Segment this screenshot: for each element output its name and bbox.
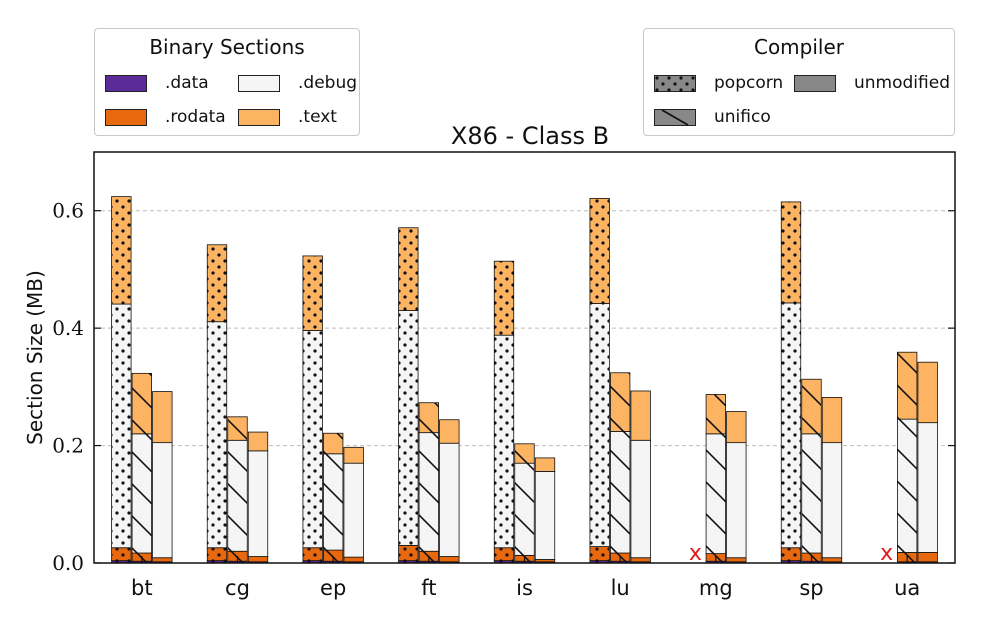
bar-unmodified-cg-rodata: [247, 556, 269, 563]
hatch-popcorn-is: [494, 261, 514, 563]
legend-label-data: .data: [165, 73, 209, 93]
bar-unmodified-lu-debug: [630, 439, 651, 559]
bar-unmodified-sp-text: [821, 397, 843, 444]
legend-binary-sections: Binary Sections .data .debug .rodata .te…: [94, 28, 360, 136]
bar-unmodified-ua-debug: [917, 422, 938, 553]
bar-unmodified-cg-text: [247, 431, 269, 452]
x-tick-label-is: is: [516, 576, 533, 600]
hatch-unifico-is: [514, 443, 535, 563]
legend-item-text: .text: [238, 107, 337, 127]
bar-unmodified-is-text: [534, 457, 556, 472]
hatch-popcorn-lu: [589, 198, 610, 564]
legend-label-unmodified: unmodified: [854, 73, 950, 93]
swatch-text: [238, 108, 280, 126]
swatch-unmodified: [794, 74, 836, 92]
legend-label-debug: .debug: [298, 73, 358, 93]
swatch-unifico: [654, 108, 696, 126]
chart-title: X86 - Class B: [450, 122, 610, 150]
bar-unmodified-sp-debug: [821, 442, 843, 559]
legend-item-data: .data: [105, 73, 209, 93]
hatch-unifico-bt: [132, 373, 152, 563]
hatch-unifico-lu: [610, 372, 630, 563]
bar-unmodified-ft-debug: [439, 442, 460, 557]
hatch-unifico-ep: [323, 433, 343, 563]
bar-unmodified-ep-rodata: [343, 556, 364, 563]
x-tick-label-ep: ep: [320, 576, 346, 600]
bar-unmodified-mg-debug: [726, 442, 747, 559]
legend-item-unmodified: unmodified: [794, 73, 950, 93]
x-tick-label-ua: ua: [894, 576, 920, 600]
hatch-unifico-ua: [897, 352, 917, 563]
swatch-popcorn: [654, 74, 696, 92]
legend-sections-title: Binary Sections: [149, 35, 305, 59]
hatch-popcorn-ep: [302, 255, 323, 563]
y-tick-label-0: 0.0: [52, 551, 84, 575]
swatch-debug: [238, 74, 280, 92]
x-tick-label-sp: sp: [799, 576, 823, 600]
hatch-popcorn-ft: [398, 227, 419, 563]
hatch-popcorn-sp: [781, 201, 801, 563]
axes: 0.0 0.2 0.4 0.6 Section Size (MB) bt cg ep ft is l…: [23, 151, 956, 600]
legend-compiler-title: Compiler: [753, 35, 845, 59]
bar-unmodified-mg-rodata: [726, 557, 747, 563]
legend-item-popcorn: popcorn: [654, 73, 783, 93]
legend-label-popcorn: popcorn: [714, 73, 784, 93]
bar-unmodified-is-debug: [534, 471, 556, 560]
hatch-popcorn-cg: [207, 244, 227, 564]
legend-item-rodata: .rodata: [105, 107, 226, 127]
x-tick-label-cg: cg: [225, 576, 250, 600]
legend-item-debug: .debug: [238, 73, 357, 93]
bar-unmodified-ep-text: [343, 446, 364, 464]
swatch-data: [105, 74, 147, 92]
legend-item-unifico: unifico: [654, 107, 771, 127]
x-tick-label-mg: mg: [699, 576, 733, 600]
hatch-unifico-sp: [801, 379, 822, 563]
legend-label-unifico: unifico: [714, 107, 771, 127]
y-tick-label-2: 0.4: [52, 316, 84, 340]
legend-compiler: Compiler popcorn unmodified unifico: [643, 28, 955, 136]
x-tick-label-ft: ft: [421, 576, 436, 600]
bar-unmodified-ua-rodata: [917, 552, 938, 563]
hatch-unifico-mg: [706, 394, 726, 563]
bar-unmodified-mg-text: [726, 411, 747, 444]
hatch-unifico-cg: [227, 416, 248, 563]
missing-marker-popcorn-ua: x: [880, 541, 893, 566]
bar-unmodified-ua-text: [917, 361, 938, 424]
hatch-unifico-ft: [419, 402, 439, 563]
bar-unmodified-ep-debug: [343, 462, 364, 558]
swatch-rodata: [105, 108, 147, 126]
bar-unmodified-cg-debug: [247, 450, 269, 557]
missing-marker-popcorn-mg: x: [689, 541, 702, 566]
bar-unmodified-sp-rodata: [821, 557, 843, 563]
x-tick-label-bt: bt: [131, 576, 153, 600]
x-tick-label-lu: lu: [611, 576, 630, 600]
bar-unmodified-bt-text: [152, 391, 173, 444]
bar-unmodified-ft-rodata: [439, 556, 460, 563]
legend-label-rodata: .rodata: [165, 107, 226, 127]
bar-unmodified-lu-text: [630, 390, 651, 441]
bar-unmodified-bt-rodata: [152, 557, 173, 563]
y-tick-label-3: 0.6: [52, 199, 84, 223]
y-tick-label-1: 0.2: [52, 434, 84, 458]
legend-label-text: .text: [298, 107, 337, 127]
hatch-popcorn-bt: [111, 196, 132, 563]
bar-unmodified-ft-text: [439, 419, 460, 444]
bar-unmodified-lu-rodata: [630, 557, 651, 563]
bar-unmodified-bt-debug: [152, 442, 173, 559]
y-axis-label: Section Size (MB): [23, 270, 47, 445]
